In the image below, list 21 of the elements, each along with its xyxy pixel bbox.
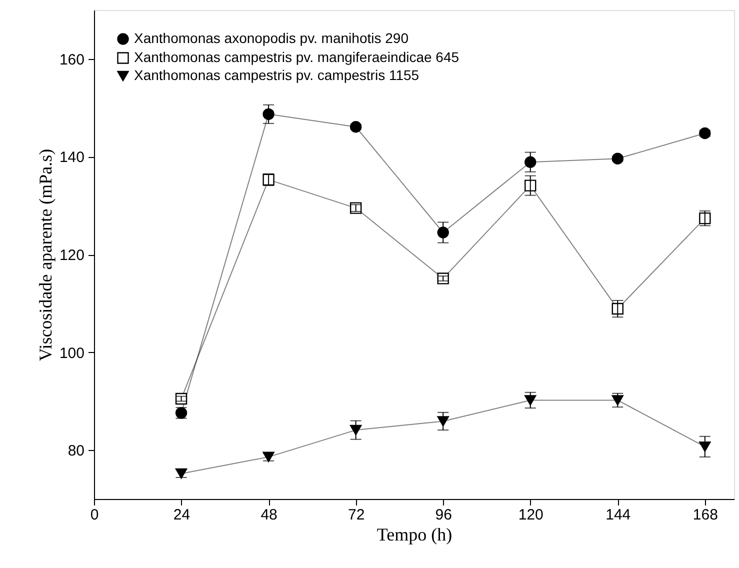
x-tick-label: 96 [435, 506, 452, 524]
x-axis-title: Tempo (h) [376, 524, 452, 544]
y-tick-label: 160 [59, 51, 84, 68]
point [262, 108, 274, 120]
y-tick-label: 100 [59, 344, 84, 362]
x-tick-label: 24 [173, 506, 190, 524]
point [437, 226, 449, 238]
x-tick-label: 144 [606, 506, 631, 524]
y-axis-title: Viscosidade aparente (mPa.s) [35, 148, 56, 362]
x-tick-label: 48 [260, 506, 278, 524]
x-tick-label: 120 [518, 506, 544, 524]
y-tick-label: 120 [59, 247, 84, 264]
point [524, 180, 536, 192]
y-tick-label: 140 [59, 149, 84, 166]
legend-label: Xanthomonas campestris pv. campestris 1155 [134, 67, 420, 83]
x-tick-label: 168 [692, 506, 718, 524]
x-tick-label: 0 [90, 506, 99, 524]
legend-label: Xanthomonas axonopodis pv. manihotis 290 [134, 30, 409, 46]
x-tick-label: 72 [348, 506, 365, 524]
legend-label: Xanthomonas campestris pv. mangiferaeindicae 645 [134, 49, 460, 65]
y-tick-label: 80 [68, 442, 84, 460]
